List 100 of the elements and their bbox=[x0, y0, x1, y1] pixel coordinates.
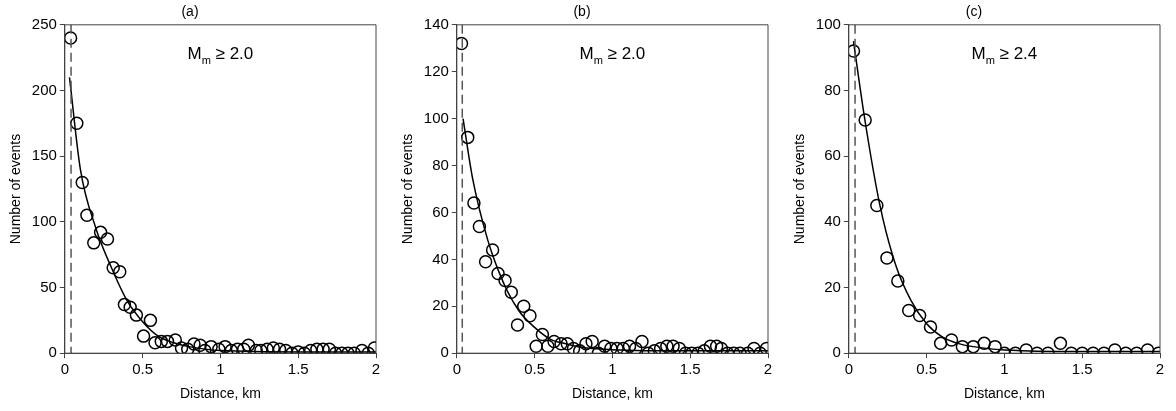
point bbox=[180, 342, 195, 354]
point bbox=[523, 308, 537, 323]
point bbox=[547, 334, 561, 349]
point bbox=[901, 303, 916, 318]
point bbox=[160, 334, 175, 349]
point bbox=[610, 341, 624, 354]
point bbox=[635, 334, 649, 349]
x-tick-label: 2 bbox=[371, 360, 381, 378]
x-axis-title: Distance, km bbox=[179, 385, 261, 402]
point bbox=[966, 339, 981, 354]
x-tick-label: 0 bbox=[844, 360, 853, 378]
point bbox=[100, 232, 115, 246]
point bbox=[485, 243, 500, 257]
point bbox=[597, 339, 612, 353]
point bbox=[303, 343, 318, 354]
y-tick-label: 40 bbox=[432, 249, 449, 267]
point bbox=[697, 344, 711, 354]
chart-title: (a) bbox=[181, 3, 199, 20]
point bbox=[143, 313, 158, 328]
y-tick-label: 200 bbox=[31, 80, 57, 98]
point bbox=[848, 44, 861, 58]
point bbox=[322, 342, 337, 354]
point bbox=[498, 273, 512, 288]
x-tick-label: 0.5 bbox=[524, 360, 546, 378]
x-axis-title: Distance, km bbox=[571, 385, 653, 402]
point bbox=[944, 333, 959, 347]
y-axis-title: Number of events bbox=[399, 133, 416, 245]
point bbox=[218, 339, 232, 354]
y-axis-title: Number of events bbox=[7, 133, 24, 245]
point bbox=[1140, 343, 1155, 354]
point bbox=[123, 300, 137, 314]
point bbox=[174, 341, 189, 354]
point bbox=[504, 285, 519, 299]
y-tick-label: 100 bbox=[423, 108, 449, 126]
y-tick-label: 80 bbox=[432, 155, 449, 173]
point bbox=[666, 339, 680, 353]
point bbox=[70, 116, 84, 131]
x-tick-label: 1.5 bbox=[1071, 360, 1093, 378]
point bbox=[516, 299, 531, 314]
point bbox=[260, 342, 274, 354]
y-tick-label: 0 bbox=[832, 343, 841, 361]
point bbox=[491, 266, 505, 281]
point bbox=[629, 341, 643, 354]
point bbox=[460, 130, 475, 145]
point bbox=[187, 337, 201, 351]
point bbox=[230, 342, 245, 354]
point bbox=[279, 343, 293, 354]
point bbox=[193, 338, 207, 353]
point bbox=[75, 175, 89, 190]
point bbox=[241, 338, 256, 353]
point bbox=[747, 341, 761, 354]
y-tick-label: 50 bbox=[40, 277, 57, 295]
point bbox=[198, 343, 212, 354]
point bbox=[977, 336, 991, 351]
point bbox=[714, 341, 729, 354]
point bbox=[560, 337, 575, 351]
point bbox=[106, 261, 120, 275]
point bbox=[541, 339, 555, 353]
point bbox=[148, 335, 162, 350]
point bbox=[64, 31, 78, 45]
y-tick-label: 20 bbox=[824, 277, 841, 295]
point bbox=[672, 341, 687, 354]
point bbox=[224, 343, 239, 354]
point bbox=[870, 198, 884, 213]
x-tick-label: 2 bbox=[763, 360, 773, 378]
x-tick-label: 1.5 bbox=[679, 360, 701, 378]
y-tick-label: 80 bbox=[824, 80, 841, 98]
point bbox=[129, 308, 144, 322]
x-tick-label: 1 bbox=[608, 360, 617, 378]
point bbox=[113, 265, 127, 279]
chart-title: (b) bbox=[573, 3, 591, 20]
point bbox=[988, 339, 1002, 354]
x-tick-label: 2 bbox=[1155, 360, 1165, 378]
point bbox=[254, 343, 268, 354]
point bbox=[858, 113, 872, 127]
x-tick-label: 0 bbox=[452, 360, 461, 378]
chart-title: (c) bbox=[965, 3, 983, 20]
point bbox=[212, 342, 226, 354]
point bbox=[204, 339, 218, 354]
x-tick-label: 0.5 bbox=[916, 360, 938, 378]
point bbox=[703, 339, 718, 353]
point bbox=[616, 341, 631, 354]
point bbox=[237, 342, 251, 354]
point bbox=[117, 297, 132, 312]
y-tick-label: 60 bbox=[432, 202, 449, 220]
point bbox=[585, 334, 599, 349]
y-tick-label: 120 bbox=[423, 61, 449, 79]
point bbox=[87, 236, 101, 250]
point bbox=[510, 318, 525, 332]
x-axis-title: Distance, km bbox=[963, 385, 1045, 402]
x-tick-label: 1 bbox=[1000, 360, 1009, 378]
point bbox=[1053, 336, 1068, 351]
point bbox=[355, 343, 369, 354]
x-tick-label: 1 bbox=[216, 360, 225, 378]
point bbox=[933, 336, 948, 351]
point bbox=[154, 334, 169, 349]
point bbox=[891, 274, 905, 288]
x-tick-label: 1.5 bbox=[287, 360, 309, 378]
line-series bbox=[68, 76, 376, 354]
y-tick-label: 0 bbox=[48, 343, 57, 361]
